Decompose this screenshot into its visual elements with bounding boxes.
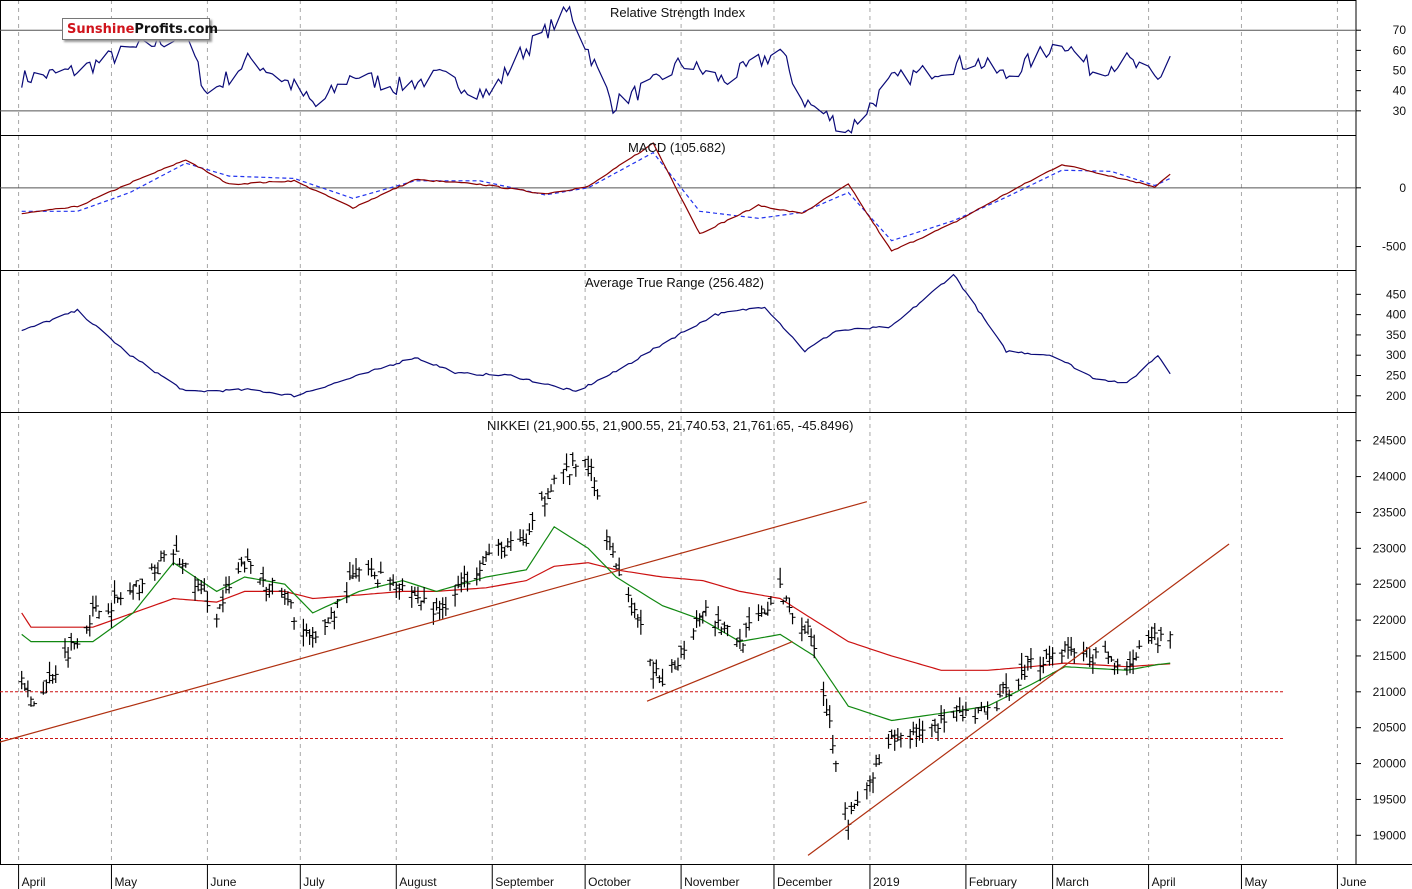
x-axis-label: May	[114, 875, 137, 889]
atr-y-tick-label: 350	[1386, 328, 1406, 342]
x-axis-label: October	[588, 875, 631, 889]
x-axis-label: May	[1244, 875, 1267, 889]
price-y-tick-label: 20000	[1373, 757, 1407, 771]
rsi-line	[21, 5, 1171, 134]
rsi-y-tick-label: 40	[1393, 84, 1407, 98]
atr-y-tick-label: 250	[1386, 368, 1406, 382]
price-y-tick-label: 22000	[1373, 613, 1407, 627]
price-panel-frame	[0, 412, 1357, 865]
price-y-tick-label: 21500	[1373, 649, 1407, 663]
price-y-tick-label: 24000	[1373, 470, 1407, 484]
atr-y-tick-label: 200	[1386, 389, 1406, 403]
x-axis-label: March	[1056, 875, 1089, 889]
trend-line	[646, 641, 793, 702]
x-axis-label: April	[22, 875, 46, 889]
macd-panel-title: MACD (105.682)	[628, 140, 726, 155]
x-axis-label: August	[399, 875, 437, 889]
x-axis-label: June	[1340, 875, 1366, 889]
price-y-tick-label: 23000	[1373, 541, 1407, 555]
rsi-y-tick-label: 60	[1393, 43, 1407, 57]
x-axis-label: November	[684, 875, 739, 889]
price-y-tick-label: 19000	[1373, 828, 1407, 842]
x-axis-label: February	[969, 875, 1017, 889]
x-axis-label: 2019	[873, 875, 900, 889]
moving-average-long	[21, 562, 1171, 671]
x-axis-label: July	[303, 875, 324, 889]
macd-signal-line	[21, 151, 1171, 242]
x-axis-label: September	[495, 875, 554, 889]
rsi-y-tick-label: 50	[1393, 64, 1407, 78]
macd-y-tick-label: 0	[1399, 181, 1406, 195]
price-y-tick-label: 21000	[1373, 685, 1407, 699]
price-y-tick-label: 24500	[1373, 434, 1407, 448]
rsi-y-tick-label: 30	[1393, 104, 1407, 118]
price-y-tick-label: 22500	[1373, 577, 1407, 591]
atr-line	[21, 273, 1171, 398]
sunshine-profits-logo: SunshineProfits.com	[62, 18, 218, 40]
price-y-tick-label: 19500	[1373, 792, 1407, 806]
macd-line	[21, 142, 1171, 252]
atr-y-tick-label: 300	[1386, 348, 1406, 362]
atr-panel-title: Average True Range (256.482)	[585, 275, 764, 290]
atr-y-tick-label: 400	[1386, 308, 1406, 322]
x-axis-label: December	[777, 875, 832, 889]
x-axis-label: April	[1152, 875, 1176, 889]
atr-y-tick-label: 450	[1386, 287, 1406, 301]
logo-text-part2: Profits.com	[134, 22, 218, 37]
trend-line	[0, 501, 868, 743]
rsi-panel-title: Relative Strength Index	[610, 5, 746, 20]
logo-text-part1: Sunshine	[67, 22, 135, 37]
price-y-tick-label: 23500	[1373, 505, 1407, 519]
price-panel-title: NIKKEI (21,900.55, 21,900.55, 21,740.53,…	[487, 418, 854, 433]
rsi-y-tick-label: 70	[1393, 23, 1407, 37]
x-axis-label: June	[210, 875, 236, 889]
trend-line	[807, 543, 1230, 856]
price-y-tick-label: 20500	[1373, 721, 1407, 735]
macd-y-tick-label: -500	[1382, 240, 1406, 254]
macd-panel-frame	[0, 135, 1357, 271]
